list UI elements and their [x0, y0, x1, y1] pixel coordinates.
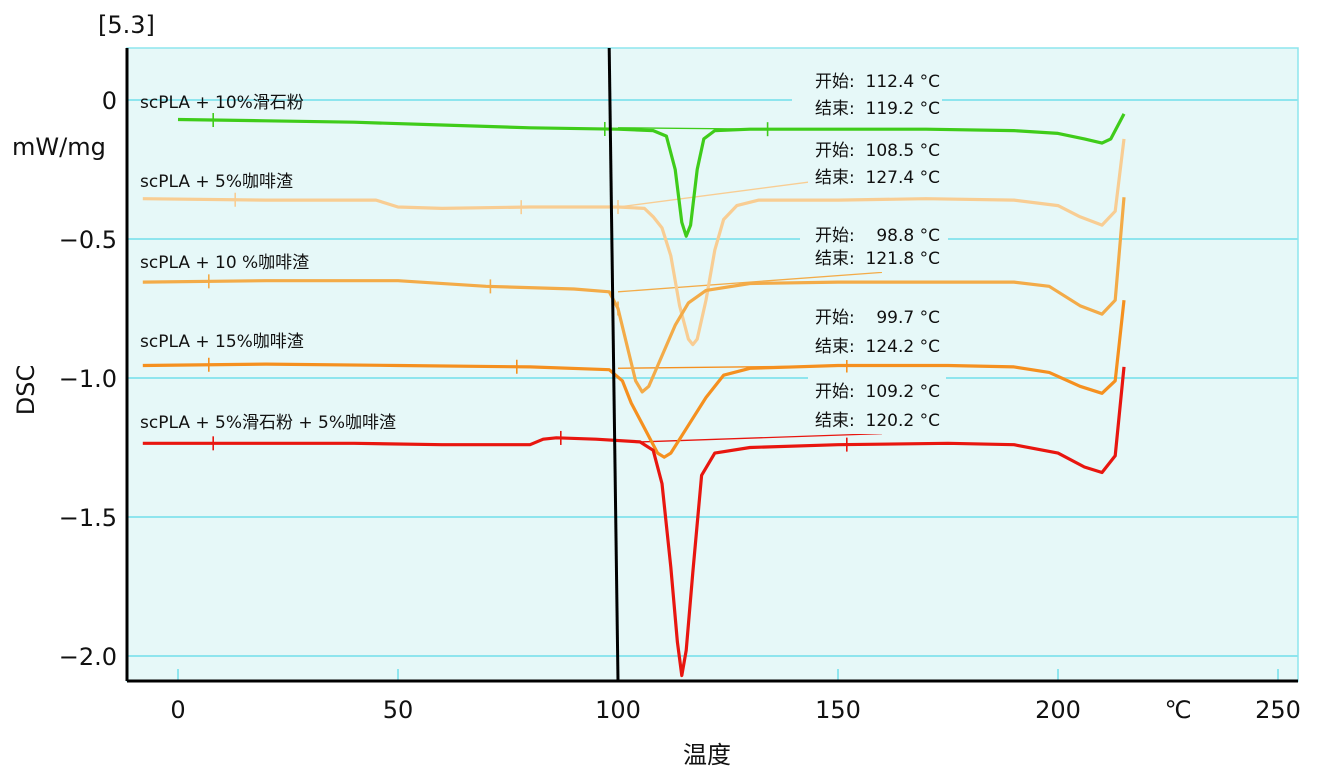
y-axis-unit: mW/mg: [12, 133, 106, 161]
x-axis-unit: ℃: [1165, 696, 1192, 724]
onset-label: 开始:: [815, 382, 855, 402]
annotations: 开始: 112.4 °C 结束: 119.2 °C 开始: 108.5 °C 结束: 127.…: [792, 67, 948, 434]
series-label: scPLA + 10 %咖啡渣: [140, 253, 309, 273]
y-tick-label: −0.5: [59, 226, 117, 254]
annotation-box: [808, 136, 946, 191]
y-tick-label: −2.0: [59, 643, 117, 671]
end-value: 121.8 °C: [866, 249, 940, 269]
onset-value: 109.2 °C: [866, 382, 940, 402]
end-value: 124.2 °C: [866, 337, 940, 357]
y-axis-label: DSC: [12, 365, 40, 415]
x-tick-label: 0: [170, 696, 185, 724]
x-tick-label: 150: [815, 696, 861, 724]
end-label: 结束:: [815, 249, 855, 269]
y-tick-labels: 0 −0.5 −1.0 −1.5 −2.0: [59, 87, 117, 671]
x-minor-ticks: [177, 669, 1279, 681]
onset-value: 99.7 °C: [876, 308, 940, 328]
series-curves: [142, 113, 1126, 678]
series-tick-marks: [208, 113, 848, 452]
x-tick-label: 50: [383, 696, 414, 724]
x-tick-labels: 0 50 100 150 200 250: [170, 696, 1301, 724]
end-label: 结束:: [815, 168, 855, 188]
y-tick-label: −1.0: [59, 365, 117, 393]
onset-label: 开始:: [815, 308, 855, 328]
end-value: 127.4 °C: [866, 168, 940, 188]
vertical-marker-line: [607, 47, 620, 682]
x-tick-label: 100: [595, 696, 641, 724]
series-labels: scPLA + 10%滑石粉 scPLA + 5%咖啡渣 scPLA + 10 %咖…: [140, 93, 396, 433]
series-label: scPLA + 5%咖啡渣: [140, 172, 293, 192]
series-label: scPLA + 5%滑石粉 + 5%咖啡渣: [140, 413, 396, 433]
onset-value: 112.4 °C: [866, 72, 940, 92]
end-label: 结束:: [815, 411, 855, 431]
series-label: scPLA + 10%滑石粉: [140, 93, 304, 113]
annotation-box: [792, 67, 942, 122]
onset-value: 98.8 °C: [876, 226, 940, 246]
end-value: 119.2 °C: [866, 99, 940, 119]
end-label: 结束:: [815, 99, 855, 119]
annotation-box: [808, 303, 946, 360]
x-axis-label: 温度: [683, 741, 731, 769]
onset-label: 开始:: [815, 141, 855, 161]
x-tick-label: 200: [1035, 696, 1081, 724]
end-label: 结束:: [815, 337, 855, 357]
annotation-box: [808, 377, 946, 434]
onset-label: 开始:: [815, 226, 855, 246]
series-curve: [142, 197, 1126, 394]
onset-value: 108.5 °C: [866, 141, 940, 161]
series-curve: [142, 138, 1126, 347]
series-label: scPLA + 15%咖啡渣: [140, 332, 304, 352]
end-value: 120.2 °C: [866, 411, 940, 431]
series-curve: [142, 300, 1126, 459]
figure-label: [5.3]: [98, 11, 155, 39]
y-grid: [127, 99, 1298, 657]
y-tick-label: −1.5: [59, 504, 117, 532]
annotation-box: [800, 221, 948, 272]
series-curve: [142, 366, 1126, 678]
series-curve: [177, 113, 1126, 238]
onset-label: 开始:: [815, 72, 855, 92]
y-tick-label: 0: [102, 87, 117, 115]
x-tick-label: 250: [1255, 696, 1301, 724]
